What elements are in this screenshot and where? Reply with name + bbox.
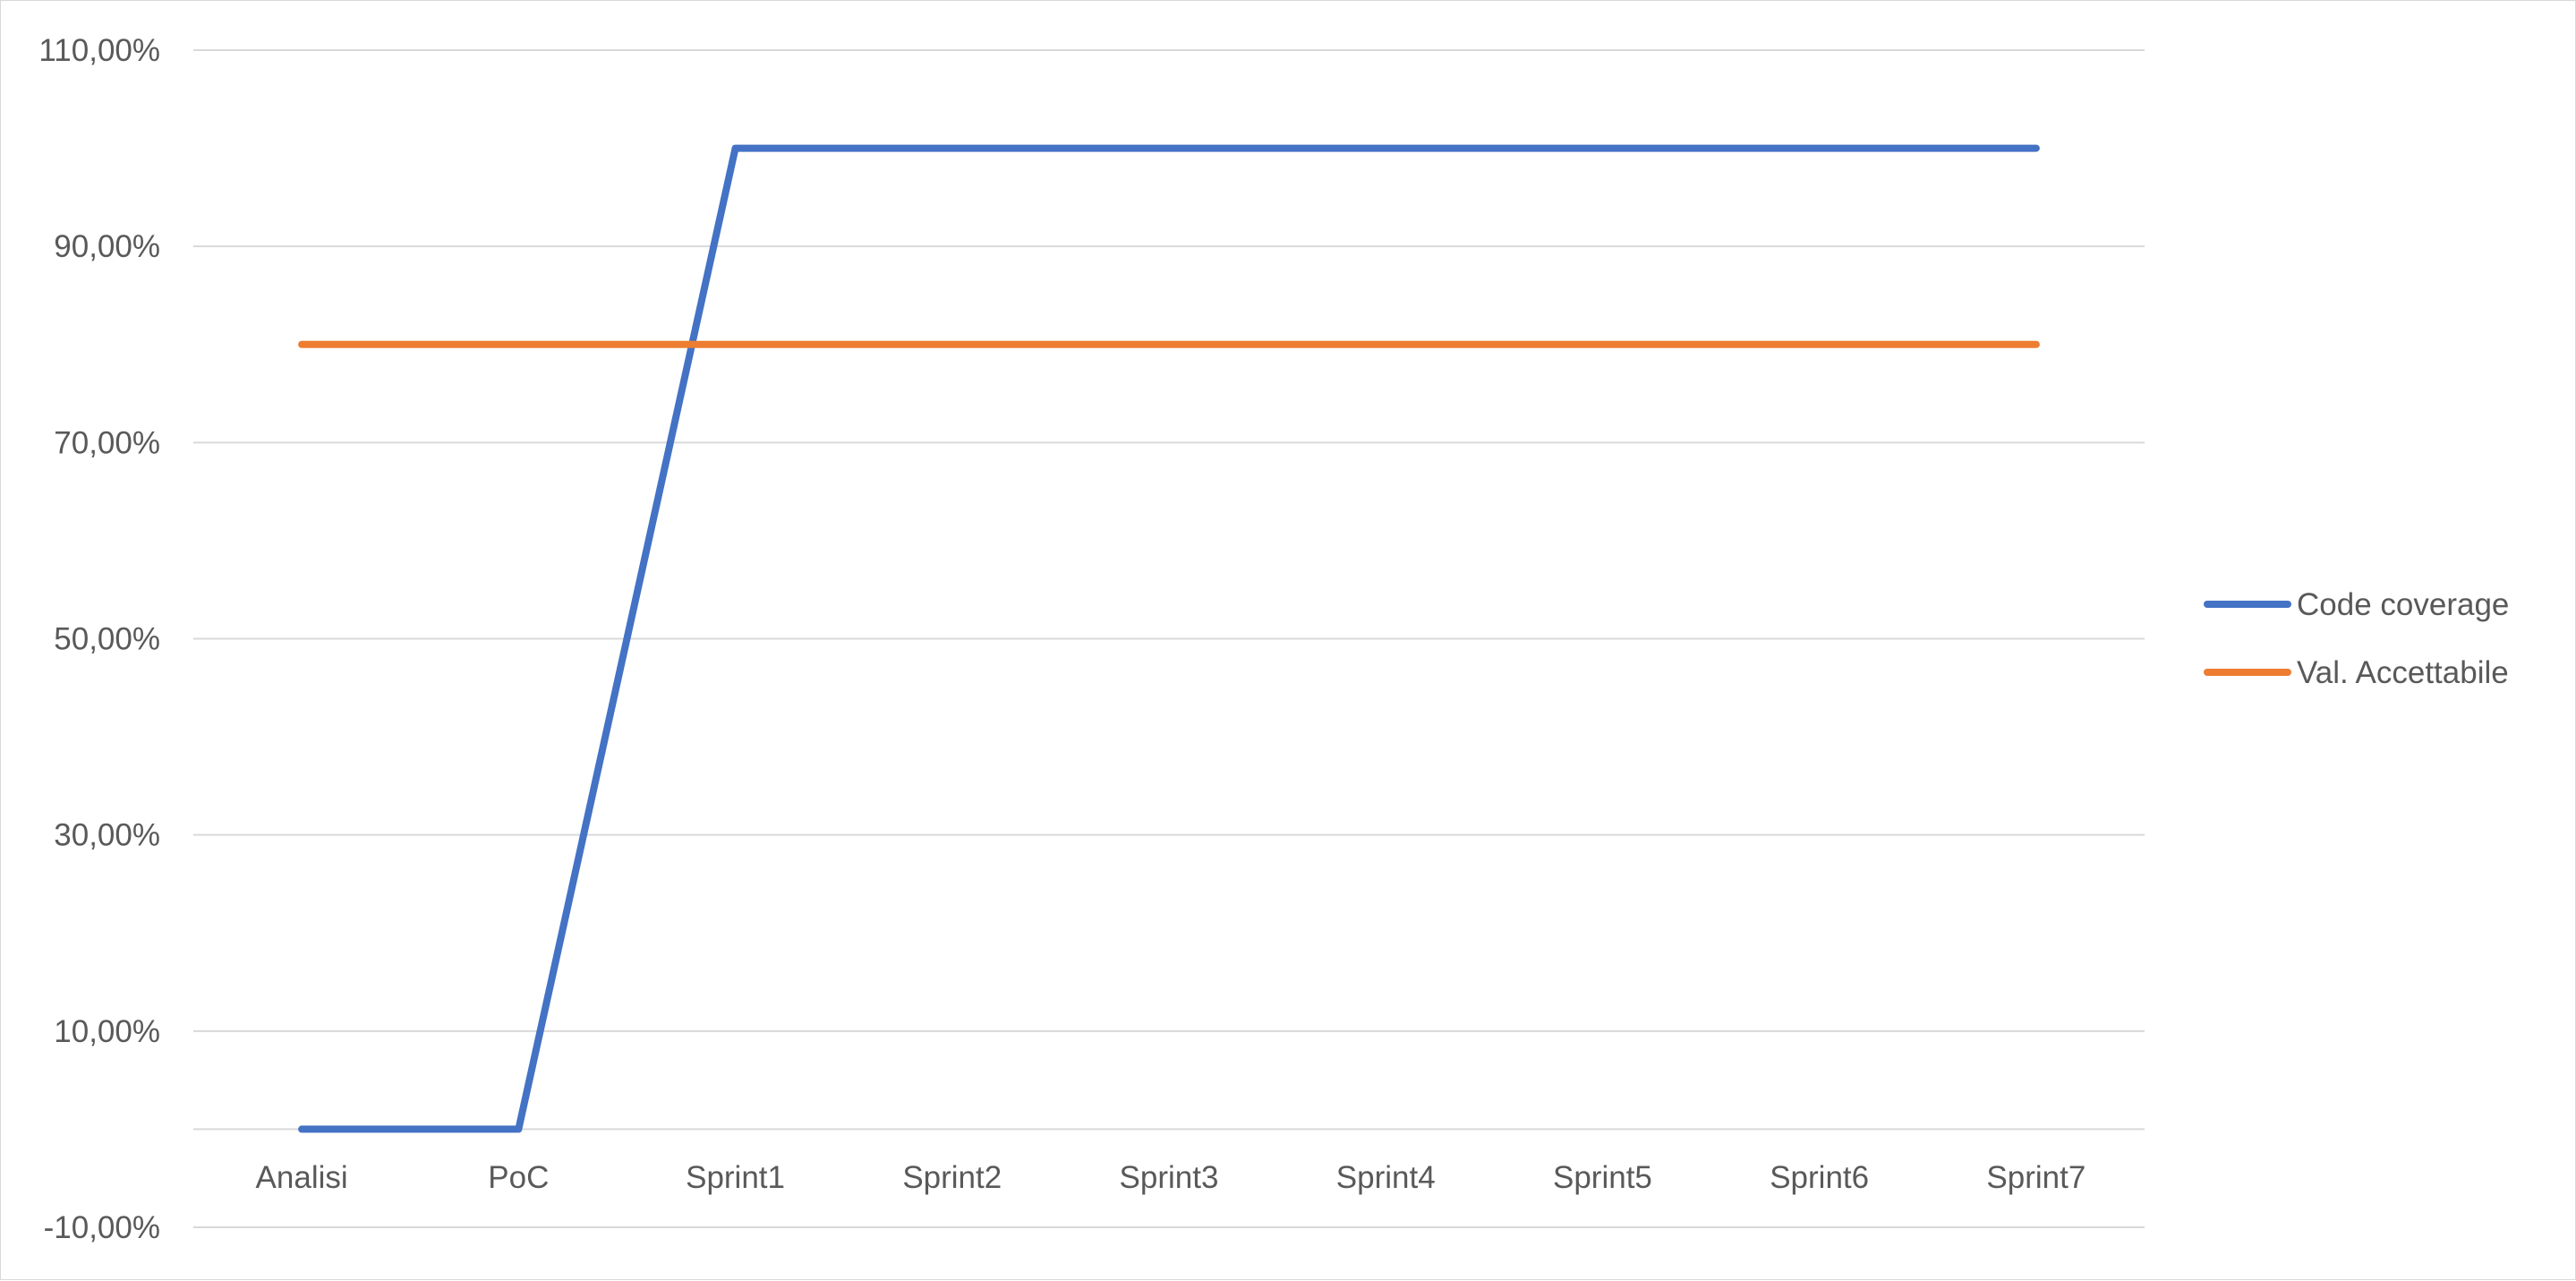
y-tick-label: 110,00% <box>38 33 160 68</box>
y-tick-label: -10,00% <box>44 1210 160 1245</box>
gridlines <box>193 49 2145 1228</box>
x-axis-categories: Analisi PoC Sprint1 Sprint2 Sprint3 Sprint4 Sp… <box>256 1160 2086 1195</box>
y-tick-label: 30,00% <box>54 818 160 853</box>
x-category-label: Sprint6 <box>1770 1160 1869 1195</box>
y-tick-label: 50,00% <box>54 622 160 657</box>
legend-label-0: Code coverage <box>2297 587 2509 622</box>
y-tick-label: 90,00% <box>54 229 160 264</box>
series-lines <box>298 144 2040 1133</box>
series-line-0 <box>298 144 2040 1133</box>
x-category-label: Sprint2 <box>902 1160 1002 1195</box>
y-axis-ticks: -10,00% 10,00% 30,00% 50,00% 70,00% 90,00% 110… <box>38 33 160 1245</box>
y-tick-label: 10,00% <box>54 1014 160 1049</box>
x-category-label: Analisi <box>256 1160 348 1195</box>
legend-label-1: Val. Accettabile <box>2297 655 2509 690</box>
x-category-label: Sprint7 <box>1986 1160 2086 1195</box>
x-category-label: Sprint4 <box>1336 1160 1436 1195</box>
x-category-label: Sprint5 <box>1553 1160 1652 1195</box>
legend: Code coverage Val. Accettabile <box>2204 587 2509 690</box>
x-category-label: Sprint1 <box>686 1160 785 1195</box>
x-category-label: PoC <box>488 1160 549 1195</box>
y-tick-label: 70,00% <box>54 425 160 460</box>
x-category-label: Sprint3 <box>1120 1160 1219 1195</box>
